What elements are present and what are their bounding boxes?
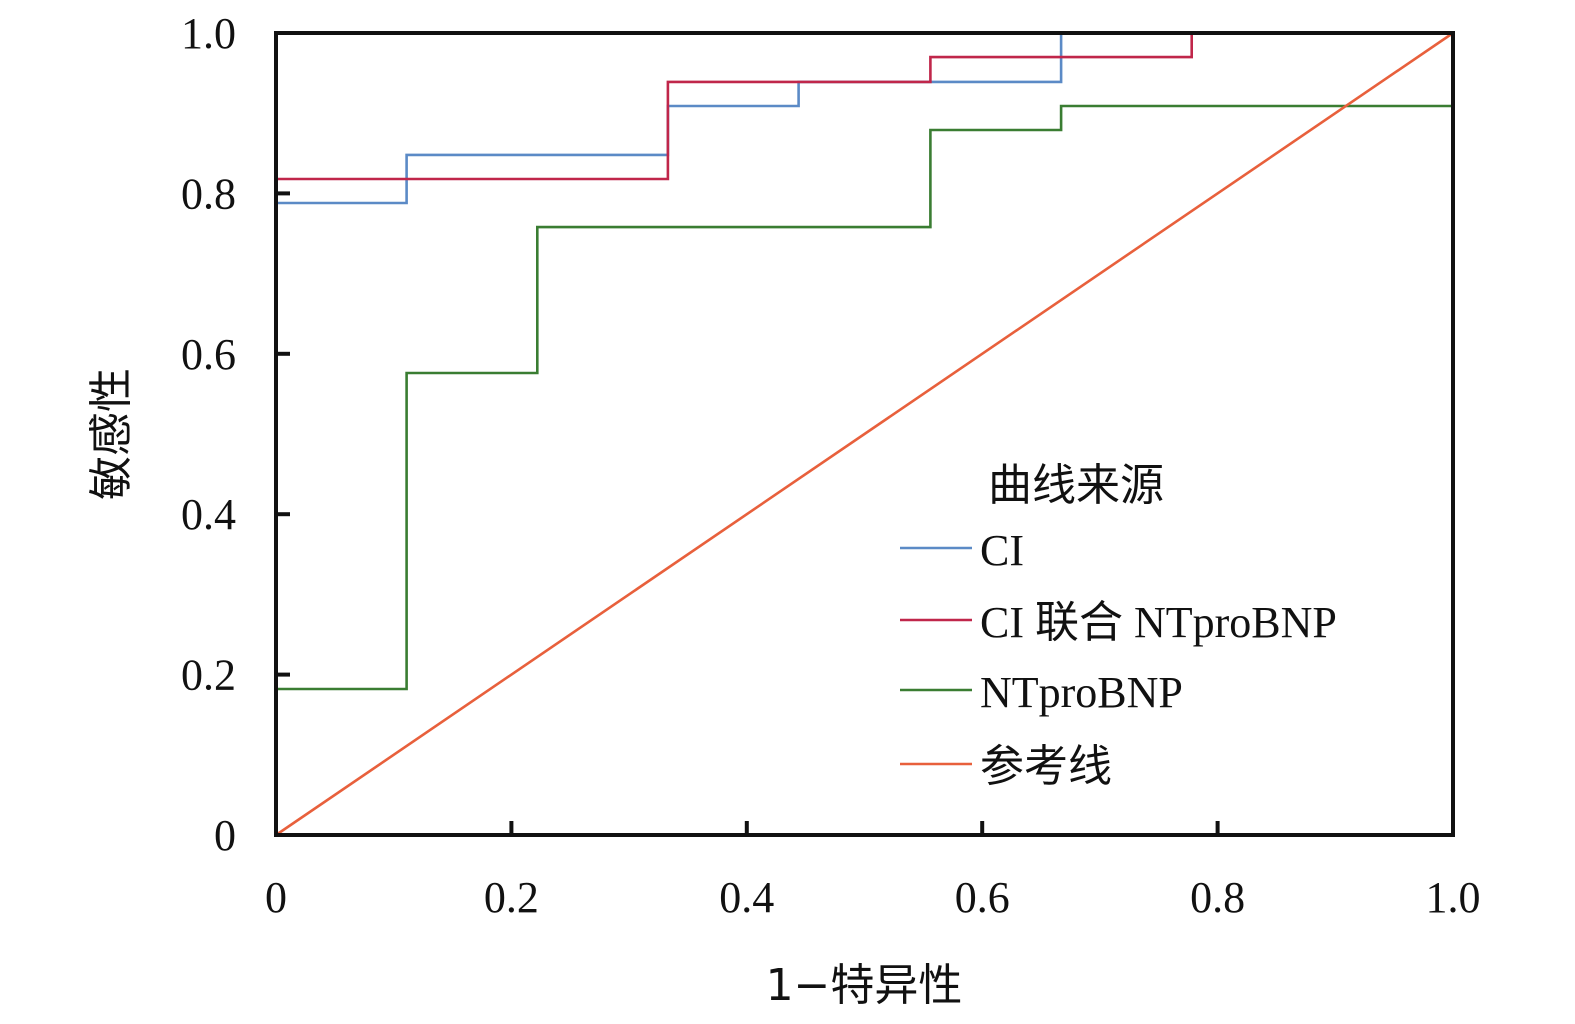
y-tick-label: 0.4: [181, 490, 236, 539]
y-tick-label: 0: [214, 811, 236, 860]
plot-frame: [274, 31, 1455, 837]
series-line-3: [275, 31, 1454, 837]
x-tick-label: 0.8: [1190, 873, 1245, 922]
y-tick-label: 0.8: [181, 169, 236, 218]
x-tick-label: 1.0: [1426, 873, 1481, 922]
legend-entry-3: 参考线: [980, 742, 1112, 791]
legend-entry-0: CI: [980, 526, 1024, 575]
legend: 曲线来源 CI CI 联合 NTproBNP NTproBNP 参考线: [900, 460, 1337, 791]
ticks-layer: 0 0.2 0.4 0.6 0.8 1.0 0 0.2 0.4 0.6 0.8 1.0: [181, 9, 1481, 922]
series-line-2: [274, 33, 1455, 835]
x-tick-label: 0.2: [484, 873, 539, 922]
series-layer: [274, 31, 1455, 837]
x-tick-label: 0.6: [955, 873, 1010, 922]
legend-entry-1: CI 联合 NTproBNP: [980, 598, 1337, 647]
series-line-1: [274, 31, 1453, 835]
y-axis-label: 敏感性: [86, 368, 137, 500]
y-tick-label: 1.0: [181, 9, 236, 58]
y-tick-label: 0.6: [181, 330, 236, 379]
y-tick-label: 0.2: [181, 651, 236, 700]
legend-entry-2: NTproBNP: [980, 668, 1183, 717]
x-axis-label: 1−特异性: [766, 960, 963, 1011]
x-tick-label: 0: [265, 873, 287, 922]
x-tick-label: 0.4: [719, 873, 774, 922]
legend-title: 曲线来源: [988, 460, 1164, 511]
